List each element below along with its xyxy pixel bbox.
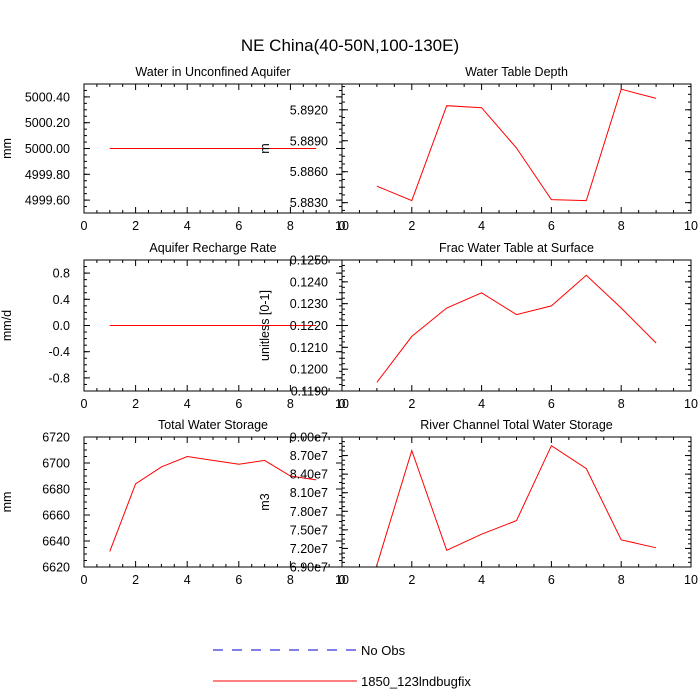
- panel-recharge-rate-ytick-label: -0.4: [48, 345, 70, 359]
- panel-recharge-rate-xtick-label: 10: [335, 397, 349, 411]
- panel-river-channel-storage-ytick-label: 7.20e7: [290, 542, 328, 556]
- panel-water-table-depth-ylabel: m: [258, 143, 272, 153]
- panel-frac-water-table-ytick-label: 0.1250: [290, 254, 328, 268]
- panel-water-table-depth-ytick-label: 5.8920: [290, 103, 328, 117]
- panel-river-channel-storage-xtick-label: 10: [684, 573, 698, 587]
- legend: No Obs 1850_123lndbugfix: [213, 643, 471, 689]
- panel-total-water-storage-ytick-label: 6680: [42, 483, 70, 497]
- panel-river-channel-storage-xtick-label: 6: [548, 573, 555, 587]
- panel-recharge-rate: Aquifer Recharge Rate mm/d 0 2 4 6 8 10 -0.8 -0.4…: [0, 241, 349, 411]
- panel-frac-water-table-xtick-label: 10: [684, 397, 698, 411]
- panel-river-channel-storage-ytick-label: 7.80e7: [290, 505, 328, 519]
- panel-aquifer-water-xtick-label: 8: [287, 219, 294, 233]
- panel-total-water-storage-series-line: [109, 455, 317, 552]
- panel-frac-water-table-series-line: [376, 274, 657, 383]
- panel-frac-water-table-ylabel: unitless [0-1]: [258, 290, 272, 361]
- panel-recharge-rate-ytick-label: -0.8: [48, 371, 70, 385]
- panel-frac-water-table-xtick-label: 2: [408, 397, 415, 411]
- panel-total-water-storage-ytick-label: 6700: [42, 457, 70, 471]
- panel-aquifer-water-xtick-label: 6: [235, 219, 242, 233]
- panel-river-channel-storage-ytick-label: 8.40e7: [290, 468, 328, 482]
- panel-water-table-depth: Water Table Depth m 0 2 4 6 8 10 5.8830 5.8860 5.8…: [258, 65, 698, 233]
- legend-label-model: 1850_123lndbugfix: [361, 674, 471, 689]
- panel-total-water-storage-ytick-label: 6620: [42, 561, 70, 575]
- panel-water-table-depth-title: Water Table Depth: [465, 65, 568, 79]
- panel-aquifer-water-ytick-label: 4999.80: [25, 168, 70, 182]
- panel-aquifer-water-ytick-label: 5000.00: [25, 142, 70, 156]
- panel-aquifer-water: Water in Unconfined Aquifer mm 0 2 4 6 8 10 4999…: [0, 65, 349, 233]
- panel-aquifer-water-ytick-label: 4999.60: [25, 194, 70, 208]
- panel-frac-water-table-ytick-label: 0.1240: [290, 275, 328, 289]
- panel-total-water-storage-xtick-label: 0: [81, 573, 88, 587]
- panel-aquifer-water-title: Water in Unconfined Aquifer: [135, 65, 290, 79]
- panel-water-table-depth-ytick-label: 5.8860: [290, 165, 328, 179]
- panel-water-table-depth-series-line: [376, 88, 657, 202]
- panel-river-channel-storage-series-line: [376, 444, 657, 566]
- panel-river-channel-storage-ytick-label: 8.70e7: [290, 449, 328, 463]
- panel-total-water-storage-xtick-label: 8: [287, 573, 294, 587]
- panel-recharge-rate-xtick-label: 6: [235, 397, 242, 411]
- panel-water-table-depth-xtick-label: 4: [478, 219, 485, 233]
- panel-frac-water-table-xtick-label: 0: [339, 397, 346, 411]
- panel-aquifer-water-xtick-label: 2: [132, 219, 139, 233]
- panel-river-channel-storage: River Channel Total Water Storage m3 0 2 4 6 8…: [258, 418, 698, 587]
- panel-frac-water-table-xtick-label: 6: [548, 397, 555, 411]
- panel-water-table-depth-xtick-label: 2: [408, 219, 415, 233]
- panel-frac-water-table-ytick-label: 0.1220: [290, 319, 328, 333]
- panel-river-channel-storage-ytick-label: 6.90e7: [290, 561, 328, 575]
- panel-river-channel-storage-xtick-label: 0: [339, 573, 346, 587]
- panel-recharge-rate-xtick-label: 4: [184, 397, 191, 411]
- panel-total-water-storage-ytick-label: 6660: [42, 509, 70, 523]
- panel-total-water-storage-xtick-label: 6: [235, 573, 242, 587]
- panel-total-water-storage-xtick-label: 10: [335, 573, 349, 587]
- panel-frac-water-table-xtick-label: 8: [618, 397, 625, 411]
- panel-total-water-storage-title: Total Water Storage: [158, 418, 268, 432]
- panel-total-water-storage-ytick-label: 6720: [42, 431, 70, 445]
- panel-water-table-depth-ytick-label: 5.8890: [290, 134, 328, 148]
- panel-river-channel-storage-ytick-label: 9.00e7: [290, 431, 328, 445]
- panel-total-water-storage-ytick-label: 6640: [42, 535, 70, 549]
- panel-water-table-depth-xtick-label: 8: [618, 219, 625, 233]
- panel-water-table-depth-xtick-label: 0: [339, 219, 346, 233]
- panel-aquifer-water-xtick-label: 4: [184, 219, 191, 233]
- figure-title: NE China(40-50N,100-130E): [241, 36, 459, 55]
- panel-aquifer-water-ytick-label: 5000.20: [25, 116, 70, 130]
- panel-recharge-rate-xtick-label: 8: [287, 397, 294, 411]
- panel-river-channel-storage-title: River Channel Total Water Storage: [420, 418, 613, 432]
- panel-aquifer-water-ylabel: mm: [0, 138, 14, 159]
- panel-river-channel-storage-ytick-label: 8.10e7: [290, 486, 328, 500]
- panel-water-table-depth-ytick-label: 5.8830: [290, 196, 328, 210]
- panel-total-water-storage-xtick-label: 2: [132, 573, 139, 587]
- panel-river-channel-storage-xtick-label: 4: [478, 573, 485, 587]
- panel-frac-water-table-ytick-label: 0.1210: [290, 341, 328, 355]
- panel-aquifer-water-ytick-label: 5000.40: [25, 90, 70, 104]
- panel-aquifer-water-xtick-label: 0: [81, 219, 88, 233]
- chart-panels: Water in Unconfined Aquifer mm 0 2 4 6 8 10 4999…: [0, 65, 698, 587]
- panel-recharge-rate-ytick-label: 0.0: [53, 319, 70, 333]
- panel-river-channel-storage-ytick-label: 7.50e7: [290, 523, 328, 537]
- panel-total-water-storage-xtick-label: 4: [184, 573, 191, 587]
- panel-water-table-depth-xtick-label: 10: [684, 219, 698, 233]
- panel-frac-water-table-ytick-label: 0.1200: [290, 363, 328, 377]
- panel-recharge-rate-xtick-label: 0: [81, 397, 88, 411]
- panel-aquifer-water-xtick-label: 10: [335, 219, 349, 233]
- panel-frac-water-table-ytick-label: 0.1230: [290, 297, 328, 311]
- panel-recharge-rate-xtick-label: 2: [132, 397, 139, 411]
- panel-river-channel-storage-xtick-label: 2: [408, 573, 415, 587]
- legend-label-obs: No Obs: [361, 643, 406, 658]
- panel-recharge-rate-ylabel: mm/d: [0, 310, 14, 341]
- panel-frac-water-table-xtick-label: 4: [478, 397, 485, 411]
- panel-water-table-depth-xtick-label: 6: [548, 219, 555, 233]
- panel-river-channel-storage-ylabel: m3: [258, 493, 272, 510]
- panel-river-channel-storage-frame: [341, 436, 692, 568]
- panel-recharge-rate-ytick-label: 0.4: [53, 293, 70, 307]
- panel-river-channel-storage-xtick-label: 8: [618, 573, 625, 587]
- panel-frac-water-table-title: Frac Water Table at Surface: [439, 241, 594, 255]
- panel-recharge-rate-ytick-label: 0.8: [53, 267, 70, 281]
- panel-frac-water-table: Frac Water Table at Surface unitless [0-1…: [258, 241, 698, 411]
- panel-total-water-storage-ylabel: mm: [0, 492, 14, 513]
- panel-recharge-rate-title: Aquifer Recharge Rate: [149, 241, 276, 255]
- panel-frac-water-table-ytick-label: 0.1190: [291, 385, 328, 399]
